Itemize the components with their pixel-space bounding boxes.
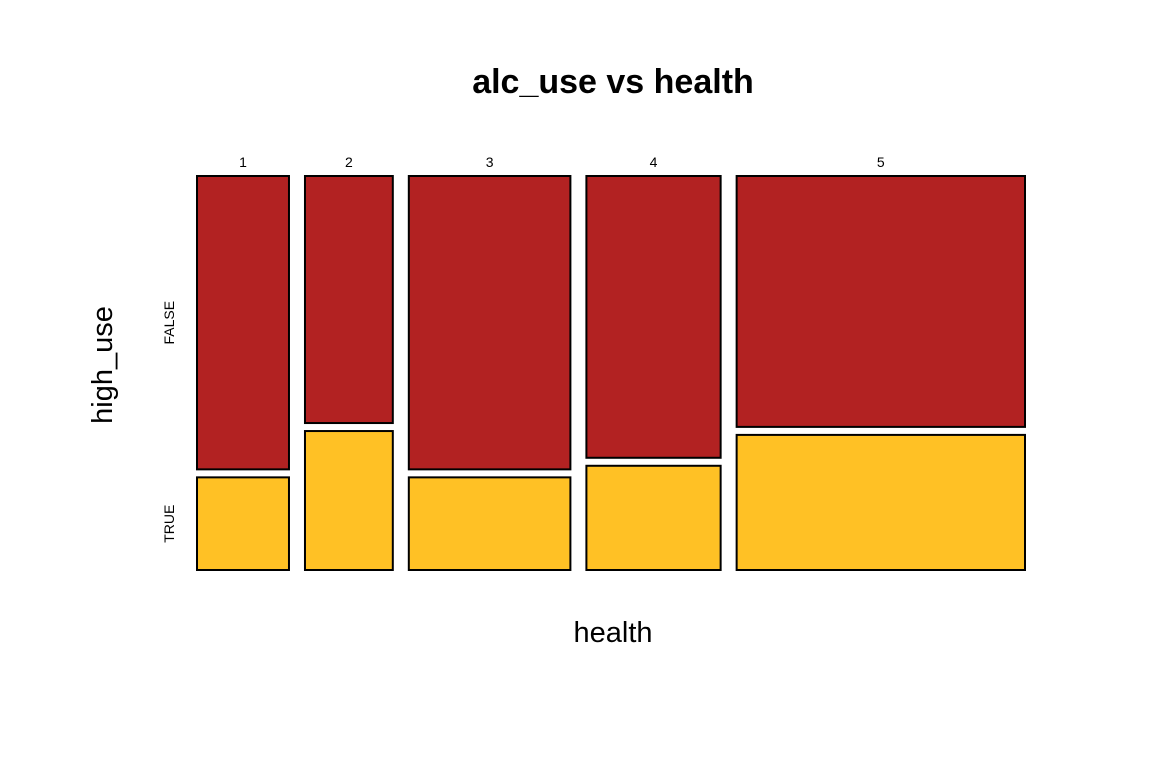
x-tick-label-2: 2 bbox=[345, 154, 353, 170]
y-tick-label-true: TRUE bbox=[161, 505, 177, 543]
chart-title: alc_use vs health bbox=[472, 63, 754, 101]
tile-1-true bbox=[196, 476, 290, 571]
tile-3-false bbox=[407, 175, 572, 471]
tile-2-true bbox=[303, 430, 394, 572]
tile-2-false bbox=[303, 175, 394, 425]
tile-4-false bbox=[585, 175, 722, 459]
x-axis-label: health bbox=[573, 617, 652, 649]
tile-5-false bbox=[735, 175, 1026, 428]
x-tick-label-5: 5 bbox=[877, 154, 885, 170]
x-tick-label-1: 1 bbox=[239, 154, 247, 170]
x-tick-label-3: 3 bbox=[486, 154, 494, 170]
tile-4-true bbox=[585, 464, 722, 571]
mosaic-tiles bbox=[196, 175, 1026, 572]
column-tick-labels: 1 2 3 4 5 bbox=[239, 154, 885, 170]
y-axis-label: high_use bbox=[87, 306, 119, 424]
tile-3-true bbox=[407, 476, 572, 571]
tile-1-false bbox=[196, 175, 290, 471]
x-tick-label-4: 4 bbox=[650, 154, 658, 170]
tile-5-true bbox=[735, 433, 1026, 571]
y-tick-label-false: FALSE bbox=[161, 301, 177, 345]
row-tick-labels: FALSE TRUE bbox=[161, 301, 177, 543]
